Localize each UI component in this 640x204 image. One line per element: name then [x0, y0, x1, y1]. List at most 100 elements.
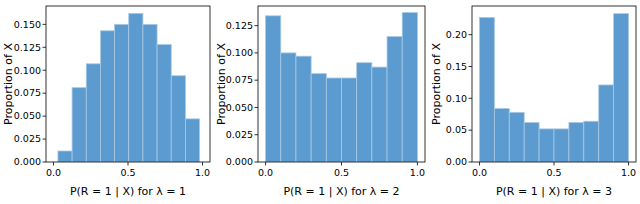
y-tick-label: 0.00: [446, 156, 467, 167]
y-tick-label: 0.100: [226, 47, 253, 58]
bar: [599, 85, 614, 162]
bar: [58, 151, 72, 162]
bar: [100, 31, 114, 162]
bar: [129, 13, 143, 162]
y-tick: [469, 162, 473, 163]
y-tick-label: 0.05: [446, 124, 467, 135]
y-axis-label: Proportion of X: [2, 43, 15, 125]
x-tick-label: 0.5: [546, 167, 561, 178]
x-axis-label: P(R = 1 | X) for λ = 1: [70, 185, 186, 198]
y-tick-label: 0.075: [226, 74, 253, 85]
x-tick-label: 0.5: [120, 167, 135, 178]
bar: [281, 53, 296, 162]
y-tick: [469, 98, 473, 99]
y-tick-label: 0.025: [226, 129, 253, 140]
y-tick-label: 0.20: [446, 29, 467, 40]
bar: [387, 37, 402, 162]
y-tick-label: 0.150: [14, 19, 41, 30]
y-axis-label: Proportion of X: [430, 43, 443, 125]
x-tick: [628, 162, 629, 166]
bar: [494, 109, 509, 162]
bar: [509, 112, 524, 162]
bar: [157, 45, 171, 162]
y-tick: [43, 70, 47, 71]
y-tick-label: 0.050: [14, 110, 41, 121]
x-tick: [554, 162, 555, 166]
y-tick-label: 0.075: [14, 87, 41, 98]
bar: [171, 76, 185, 162]
bar: [614, 14, 629, 162]
x-tick-label: 1.0: [410, 167, 425, 178]
bars: [479, 14, 628, 162]
bar: [296, 56, 311, 162]
panel: 0.0 0.5 1.0 0.000 0.025 0.050 0.075 0.100 0.125 0…: [2, 6, 211, 198]
y-tick-label: 0.100: [14, 65, 41, 76]
bar: [326, 78, 341, 162]
bar: [479, 17, 494, 162]
bar: [115, 24, 129, 162]
bar: [372, 67, 387, 162]
y-tick: [43, 47, 47, 48]
y-tick: [255, 25, 259, 26]
y-tick-label: 0.050: [226, 102, 253, 113]
y-tick: [469, 66, 473, 67]
x-tick: [53, 162, 54, 166]
x-tick: [341, 162, 342, 166]
bar: [143, 24, 157, 162]
y-tick: [255, 52, 259, 53]
x-tick-label: 0.0: [258, 167, 273, 178]
y-tick: [43, 93, 47, 94]
bar: [584, 121, 599, 162]
x-tick: [128, 162, 129, 166]
y-tick: [43, 139, 47, 140]
x-tick: [479, 162, 480, 166]
x-tick: [265, 162, 266, 166]
y-tick-label: 0.000: [14, 156, 41, 167]
bar: [266, 16, 281, 162]
axes-frame: [258, 6, 425, 162]
x-tick-label: 1.0: [195, 167, 210, 178]
bar: [402, 13, 417, 162]
panel: 0.0 0.5 1.0 0.000 0.025 0.050 0.075 0.100 0.125 P…: [215, 6, 426, 198]
bars: [58, 13, 200, 162]
bar: [342, 78, 357, 162]
x-tick-label: 0.0: [46, 167, 61, 178]
y-tick: [43, 24, 47, 25]
y-tick: [255, 80, 259, 81]
axes-frame: [472, 6, 636, 162]
bar: [72, 88, 86, 162]
x-tick-label: 1.0: [621, 167, 636, 178]
x-tick-label: 0.5: [334, 167, 349, 178]
x-tick-label: 0.0: [472, 167, 487, 178]
y-tick-label: 0.125: [226, 20, 253, 31]
x-axis-label: P(R = 1 | X) for λ = 2: [283, 185, 399, 198]
y-tick-label: 0.125: [14, 42, 41, 53]
bar: [357, 63, 372, 162]
y-tick: [43, 116, 47, 117]
axes-frame: [46, 6, 210, 162]
y-tick: [255, 134, 259, 135]
y-tick: [255, 107, 259, 108]
y-tick-label: 0.15: [446, 61, 467, 72]
bar: [554, 129, 569, 162]
panel: 0.0 0.5 1.0 0.00 0.05 0.10 0.15 0.20 P(R = 1 | X…: [430, 6, 637, 198]
bar: [539, 129, 554, 162]
bars: [266, 13, 418, 162]
y-tick-label: 0.000: [226, 156, 253, 167]
y-tick-label: 0.10: [446, 93, 467, 104]
y-axis-label: Proportion of X: [215, 43, 228, 125]
figure: 0.00.51.00.0000.0250.0500.0750.1000.1250…: [0, 0, 640, 204]
y-tick: [469, 130, 473, 131]
y-tick: [469, 34, 473, 35]
bar: [524, 123, 539, 162]
y-tick: [255, 162, 259, 163]
y-tick: [43, 162, 47, 163]
bar: [311, 74, 326, 162]
bar: [569, 123, 584, 162]
x-tick: [202, 162, 203, 166]
x-tick: [417, 162, 418, 166]
x-axis-label: P(R = 1 | X) for λ = 3: [496, 185, 612, 198]
bar: [86, 64, 100, 162]
bar: [185, 119, 199, 162]
y-tick-label: 0.025: [14, 133, 41, 144]
